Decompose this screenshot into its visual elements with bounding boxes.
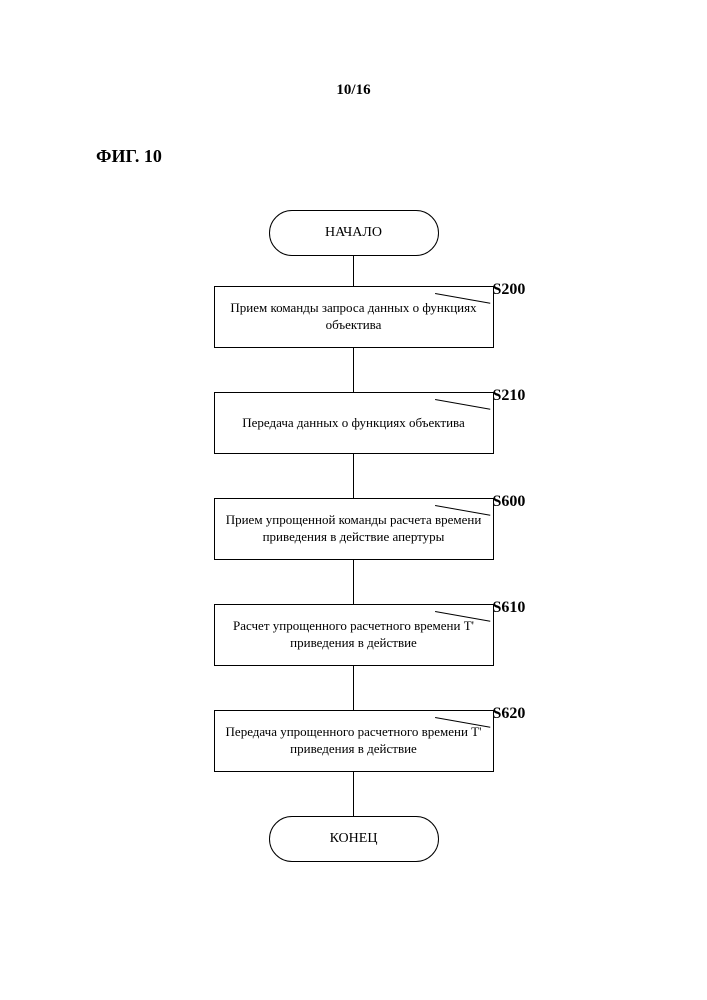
connector: [353, 560, 354, 604]
process-step: S600 Прием упрощенной команды расчета вр…: [214, 498, 494, 560]
flowchart: НАЧАЛО S200 Прием команды запроса данных…: [0, 210, 707, 862]
process-step: S620 Передача упрощенного расчетного вре…: [214, 710, 494, 772]
connector: [353, 454, 354, 498]
connector: [353, 772, 354, 816]
process-step: S200 Прием команды запроса данных о функ…: [214, 286, 494, 348]
connector: [353, 348, 354, 392]
page-number: 10/16: [0, 82, 707, 99]
step-id-label: S600: [493, 492, 589, 513]
figure-title: ФИГ. 10: [96, 146, 162, 167]
page: 10/16 ФИГ. 10 НАЧАЛО S200 Прием команды …: [0, 0, 707, 1000]
terminator-end: КОНЕЦ: [269, 816, 439, 862]
terminator-start: НАЧАЛО: [269, 210, 439, 256]
connector: [353, 666, 354, 710]
step-text: Передача данных о функциях объектива: [242, 415, 465, 432]
end-label: КОНЕЦ: [330, 831, 378, 847]
step-id-label: S200: [493, 280, 589, 301]
step-id-label: S620: [493, 704, 589, 725]
step-id-label: S210: [493, 386, 589, 407]
step-text: Передача упрощенного расчетного времени …: [225, 724, 483, 758]
start-label: НАЧАЛО: [325, 225, 382, 241]
step-text: Прием команды запроса данных о функциях …: [225, 300, 483, 334]
process-step: S210 Передача данных о функциях объектив…: [214, 392, 494, 454]
process-step: S610 Расчет упрощенного расчетного време…: [214, 604, 494, 666]
connector: [353, 256, 354, 286]
step-text: Прием упрощенной команды расчета времени…: [225, 512, 483, 546]
step-text: Расчет упрощенного расчетного времени T'…: [225, 618, 483, 652]
step-id-label: S610: [493, 598, 589, 619]
